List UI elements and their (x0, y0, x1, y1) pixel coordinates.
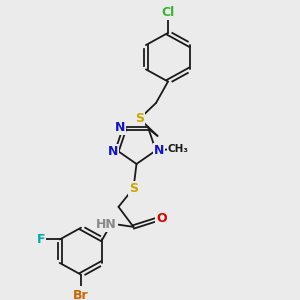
Text: CH₃: CH₃ (168, 144, 189, 154)
Text: HN: HN (96, 218, 117, 230)
Text: Br: Br (73, 289, 89, 300)
Text: Cl: Cl (161, 6, 175, 19)
Text: N: N (107, 146, 118, 158)
Text: F: F (37, 233, 45, 246)
Text: S: S (135, 112, 144, 125)
Text: S: S (129, 182, 138, 195)
Text: N: N (154, 144, 164, 157)
Text: N: N (115, 121, 125, 134)
Text: O: O (156, 212, 167, 225)
